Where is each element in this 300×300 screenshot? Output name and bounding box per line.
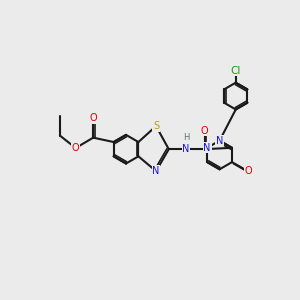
Text: S: S	[153, 121, 159, 131]
Text: O: O	[201, 126, 208, 136]
Text: Cl: Cl	[231, 66, 241, 76]
Text: N: N	[216, 136, 223, 146]
Text: N: N	[152, 166, 160, 176]
Text: H: H	[183, 133, 189, 142]
Text: O: O	[244, 167, 252, 176]
Text: N: N	[182, 144, 190, 154]
Text: N: N	[203, 143, 211, 153]
Text: O: O	[72, 143, 80, 153]
Text: O: O	[89, 113, 97, 123]
